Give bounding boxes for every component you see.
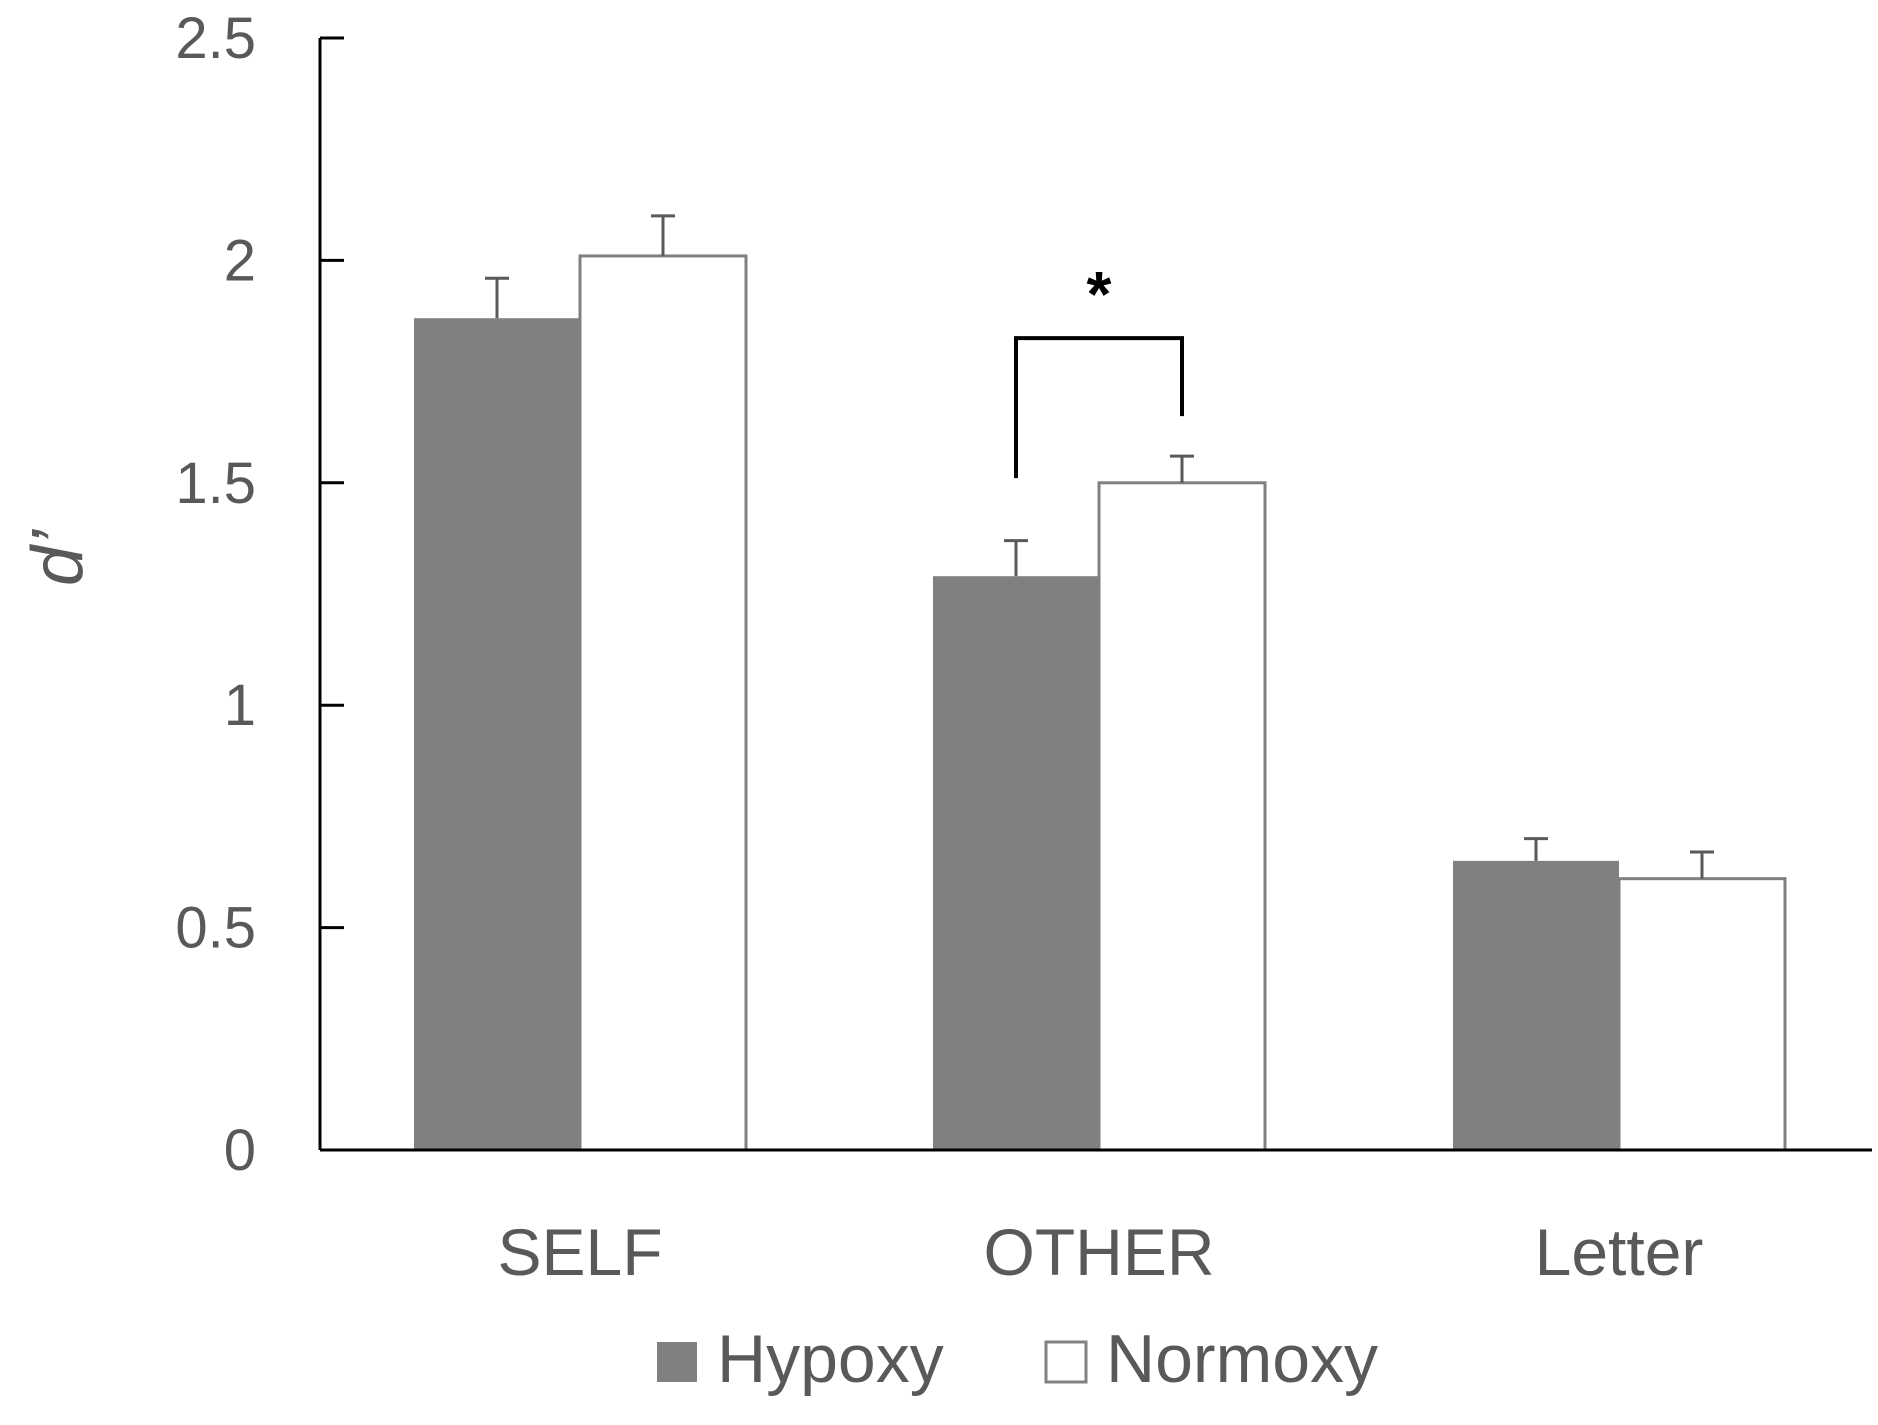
legend-label-hypoxy: Hypoxy xyxy=(717,1321,944,1397)
bar-other-normoxy xyxy=(1097,481,1267,1152)
y-tick-label: 2 xyxy=(224,228,256,293)
x-category-label-other: OTHER xyxy=(984,1215,1215,1289)
significance-annotations: * xyxy=(1014,258,1184,479)
x-category-label-self: SELF xyxy=(497,1215,662,1289)
y-tick-label: 2.5 xyxy=(175,6,256,71)
bar-letter-normoxy xyxy=(1617,877,1787,1152)
x-category-label-letter: Letter xyxy=(1535,1215,1704,1289)
legend-swatch-normoxy xyxy=(1044,1340,1088,1384)
significance-bracket xyxy=(1014,336,1184,479)
bar-letter-hypoxy xyxy=(1453,860,1619,1150)
y-tick-label: 1 xyxy=(224,673,256,738)
error-bars xyxy=(485,214,1714,879)
bar-self-normoxy xyxy=(578,254,748,1152)
y-tick-label: 1.5 xyxy=(175,451,256,516)
y-axis-title: d’ xyxy=(18,529,98,586)
y-axis-ticks: 0 0.5 1 1.5 2 2.5 xyxy=(175,6,344,1183)
y-tick-label: 0 xyxy=(224,1118,256,1183)
legend-label-normoxy: Normoxy xyxy=(1106,1321,1378,1397)
bar-other-hypoxy xyxy=(933,576,1099,1150)
significance-star: * xyxy=(1087,258,1112,330)
x-axis-category-labels: SELF OTHER Letter xyxy=(497,1215,1703,1289)
legend-swatch-hypoxy xyxy=(657,1342,697,1382)
bar-self-hypoxy xyxy=(414,318,580,1150)
legend: Hypoxy Normoxy xyxy=(657,1321,1378,1397)
y-tick-label: 0.5 xyxy=(175,896,256,961)
bars xyxy=(414,254,1787,1152)
